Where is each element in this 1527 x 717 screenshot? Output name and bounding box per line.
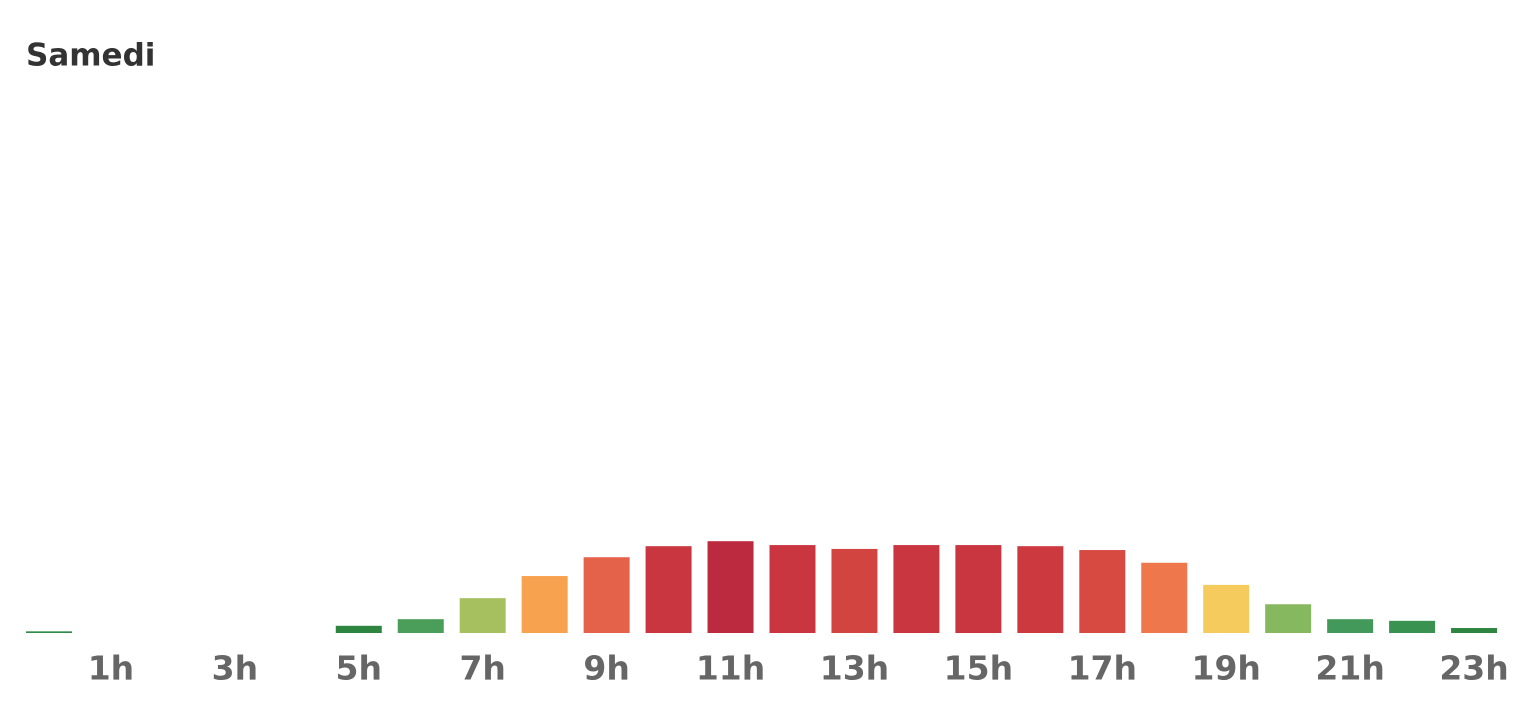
bar bbox=[459, 598, 506, 633]
x-tick-label: 21h bbox=[1315, 649, 1384, 688]
bar bbox=[25, 631, 72, 633]
bar bbox=[893, 545, 940, 633]
bar bbox=[1141, 562, 1188, 633]
bar bbox=[583, 557, 630, 633]
x-tick-label: 23h bbox=[1439, 649, 1508, 688]
x-tick-label: 17h bbox=[1068, 649, 1137, 688]
bar bbox=[1451, 628, 1498, 633]
bar bbox=[1079, 550, 1126, 633]
bar bbox=[769, 545, 816, 633]
x-tick-label: 3h bbox=[212, 649, 258, 688]
bar bbox=[645, 546, 692, 633]
x-tick-label: 11h bbox=[696, 649, 765, 688]
x-tick-label: 15h bbox=[944, 649, 1013, 688]
x-tick-label: 5h bbox=[336, 649, 382, 688]
bar bbox=[1389, 620, 1436, 633]
chart-title: Samedi bbox=[26, 38, 155, 74]
x-tick-label: 13h bbox=[820, 649, 889, 688]
bar bbox=[955, 545, 1002, 633]
bar bbox=[1017, 546, 1064, 633]
bar bbox=[1203, 584, 1250, 633]
bar bbox=[1265, 604, 1312, 633]
bar bbox=[521, 576, 568, 633]
bar bbox=[397, 619, 444, 633]
bar bbox=[335, 625, 382, 633]
x-tick-label: 19h bbox=[1192, 649, 1261, 688]
bar bbox=[831, 548, 878, 633]
x-tick-label: 7h bbox=[459, 649, 505, 688]
x-tick-label: 1h bbox=[88, 649, 134, 688]
x-tick-label: 9h bbox=[583, 649, 629, 688]
bar bbox=[707, 541, 754, 633]
bar bbox=[1327, 619, 1374, 633]
